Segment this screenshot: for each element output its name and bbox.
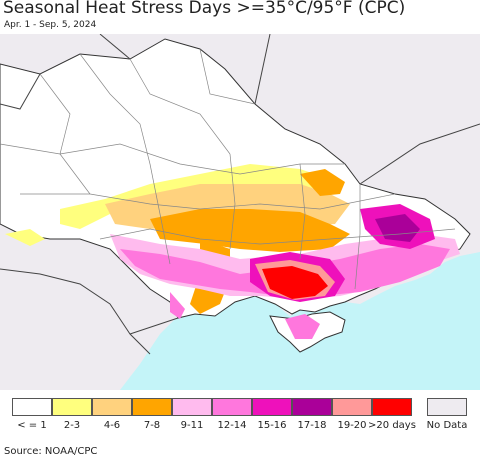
legend-label-no-data: No Data [426,420,468,431]
oblast-borders [0,48,456,290]
heat-stress-fill [5,164,460,339]
legend-label: >20 days [368,420,416,431]
legend-label: 9-11 [180,420,204,431]
heat-stress-map [0,34,480,390]
legend-label: 15-16 [257,420,287,431]
source-credit: Source: NOAA/CPC [4,446,98,457]
legend-label: < = 1 [17,420,47,431]
legend-swatch [332,398,372,416]
legend-swatch [372,398,412,416]
legend-swatch [132,398,172,416]
legend-label: 12-14 [217,420,247,431]
date-range: Apr. 1 - Sep. 5, 2024 [4,20,97,30]
map-title: Seasonal Heat Stress Days >=35°C/95°F (C… [3,0,406,18]
legend-swatch [172,398,212,416]
legend-swatch [52,398,92,416]
legend-swatch-no-data [427,398,467,416]
legend-swatch [92,398,132,416]
legend-swatch [252,398,292,416]
legend-label: 7-8 [143,420,161,431]
legend-label: 2-3 [63,420,81,431]
legend-swatch [212,398,252,416]
legend-swatch [12,398,52,416]
country-borders [0,34,480,355]
legend-label: 19-20 [337,420,367,431]
legend-label: 4-6 [103,420,121,431]
legend: < = 1 2-3 4-6 7-8 9-11 12-14 15-16 17-18… [12,398,474,438]
legend-swatch [292,398,332,416]
legend-label: 17-18 [297,420,327,431]
